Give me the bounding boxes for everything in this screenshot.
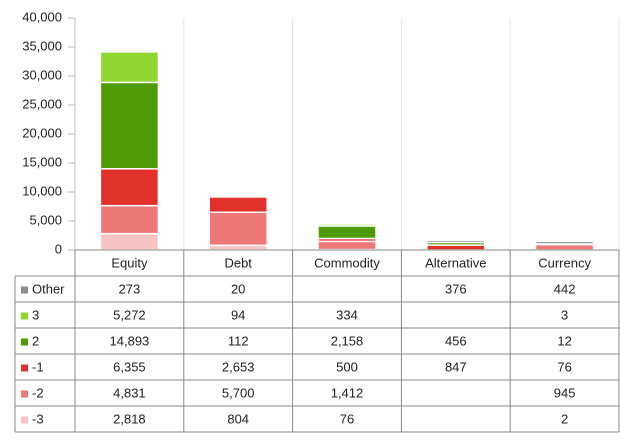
table-cell: 14,893 xyxy=(110,333,150,348)
y-tick-label: 15,000 xyxy=(22,154,62,169)
bar-segment xyxy=(427,240,485,242)
bar-segment xyxy=(209,212,267,245)
table-cell: 442 xyxy=(554,281,576,296)
table-cell: 804 xyxy=(227,411,249,426)
table-cell: 6,355 xyxy=(113,359,146,374)
bar-segment xyxy=(318,241,376,249)
table-cell: 456 xyxy=(445,333,467,348)
table-cell: 94 xyxy=(231,307,245,322)
table-cell: 2,653 xyxy=(222,359,255,374)
bar-segment xyxy=(100,82,158,168)
table-cell: 5,272 xyxy=(113,307,146,322)
x-tick-label: Alternative xyxy=(425,255,486,270)
legend-swatch xyxy=(21,339,28,346)
table-cell: 2,158 xyxy=(331,333,364,348)
x-tick-label: Currency xyxy=(538,255,591,270)
bar-segment xyxy=(100,206,158,234)
table-cell: 3 xyxy=(561,307,568,322)
legend-swatch xyxy=(21,365,28,372)
y-tick-label: 0 xyxy=(55,241,62,256)
table-cell: 2,818 xyxy=(113,411,146,426)
bar-segment xyxy=(536,241,594,244)
y-tick-label: 10,000 xyxy=(22,183,62,198)
table-cell: 5,700 xyxy=(222,385,255,400)
bar-segment xyxy=(536,245,594,250)
legend-label: -3 xyxy=(32,411,44,426)
table-cell: 76 xyxy=(340,411,354,426)
bar-segment xyxy=(100,169,158,206)
bar-segment xyxy=(318,224,376,226)
x-tick-label: Debt xyxy=(224,255,252,270)
y-tick-label: 30,000 xyxy=(22,67,62,82)
x-tick-label: Commodity xyxy=(314,255,380,270)
bar-segment xyxy=(209,197,267,212)
bar-segment xyxy=(318,226,376,239)
legend-label: -2 xyxy=(32,385,44,400)
y-tick-label: 5,000 xyxy=(29,212,62,227)
bar-segment xyxy=(100,52,158,83)
legend-label: 2 xyxy=(32,333,39,348)
table-cell: 12 xyxy=(557,333,571,348)
legend-label: -1 xyxy=(32,359,44,374)
bar-segment xyxy=(100,50,158,52)
legend-swatch xyxy=(21,417,28,424)
table-cell: 112 xyxy=(228,333,249,348)
legend-swatch xyxy=(21,287,28,294)
y-tick-label: 35,000 xyxy=(22,38,62,53)
table-cell: 1,412 xyxy=(331,385,364,400)
y-tick-label: 20,000 xyxy=(22,125,62,140)
x-tick-label: Equity xyxy=(111,255,148,270)
table-cell: 20 xyxy=(231,281,245,296)
table-cell: 76 xyxy=(557,359,571,374)
table-cell: 273 xyxy=(119,281,141,296)
table-cell: 2 xyxy=(561,411,568,426)
table-cell: 334 xyxy=(336,307,358,322)
table-cell: 945 xyxy=(554,385,576,400)
table-cell: 500 xyxy=(336,359,358,374)
bar-segment xyxy=(100,234,158,250)
y-tick-label: 25,000 xyxy=(22,96,62,111)
legend-label: Other xyxy=(32,281,65,296)
legend-swatch xyxy=(21,391,28,398)
table-cell: 847 xyxy=(445,359,467,374)
table-cell: 376 xyxy=(445,281,467,296)
legend-swatch xyxy=(21,313,28,320)
legend-label: 3 xyxy=(32,307,39,322)
table-cell: 4,831 xyxy=(113,385,146,400)
y-tick-label: 40,000 xyxy=(22,9,62,24)
